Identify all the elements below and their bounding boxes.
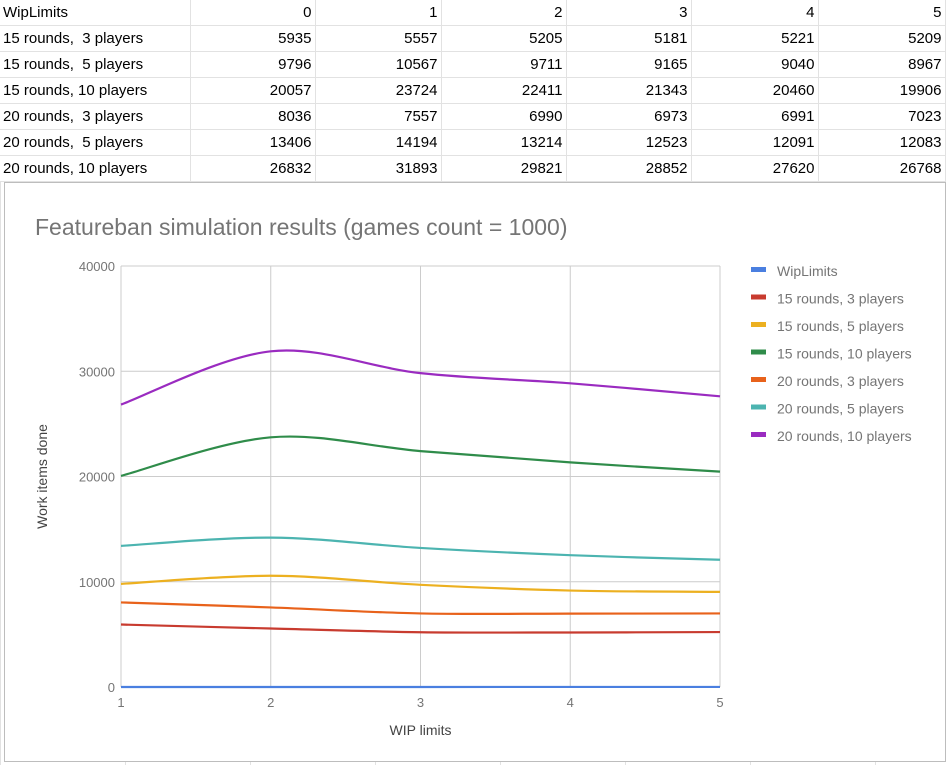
line-chart: Featureban simulation results (games cou…	[5, 183, 945, 761]
header-cell[interactable]: 3	[566, 0, 691, 26]
value-cell[interactable]: 6973	[566, 104, 691, 130]
value-cell[interactable]: 6991	[691, 104, 818, 130]
value-cell[interactable]: 20057	[190, 78, 315, 104]
value-cell[interactable]: 9040	[691, 52, 818, 78]
value-cell[interactable]: 12523	[566, 130, 691, 156]
header-cell[interactable]: 1	[315, 0, 441, 26]
value-cell[interactable]: 10567	[315, 52, 441, 78]
header-cell[interactable]: WipLimits	[0, 0, 190, 26]
header-cell[interactable]: 2	[441, 0, 566, 26]
legend-label: 20 rounds, 5 players	[777, 401, 904, 417]
y-tick-label: 20000	[79, 470, 115, 485]
value-cell[interactable]: 29821	[441, 156, 566, 182]
y-axis-label: Work items done	[34, 424, 50, 529]
value-cell[interactable]: 5221	[691, 26, 818, 52]
value-cell[interactable]: 13406	[190, 130, 315, 156]
legend-swatch	[751, 295, 766, 300]
x-tick-label: 2	[267, 695, 274, 710]
value-cell[interactable]: 13214	[441, 130, 566, 156]
x-axis-label: WIP limits	[390, 722, 452, 738]
value-cell[interactable]: 9796	[190, 52, 315, 78]
x-tick-label: 1	[117, 695, 124, 710]
y-tick-label: 30000	[79, 364, 115, 379]
chart-container[interactable]: Featureban simulation results (games cou…	[4, 182, 946, 762]
x-tick-label: 4	[567, 695, 574, 710]
value-cell[interactable]: 19906	[818, 78, 945, 104]
value-cell[interactable]: 7557	[315, 104, 441, 130]
row-label-cell[interactable]: 20 rounds, 3 players	[0, 104, 190, 130]
value-cell[interactable]: 5181	[566, 26, 691, 52]
value-cell[interactable]: 7023	[818, 104, 945, 130]
header-cell[interactable]: 4	[691, 0, 818, 26]
row-label-cell[interactable]: 15 rounds, 10 players	[0, 78, 190, 104]
chart-title: Featureban simulation results (games cou…	[35, 214, 567, 240]
value-cell[interactable]: 26832	[190, 156, 315, 182]
legend-swatch	[751, 267, 766, 272]
legend-swatch	[751, 405, 766, 410]
legend-swatch	[751, 377, 766, 382]
header-cell[interactable]: 0	[190, 0, 315, 26]
row-label-cell[interactable]: 20 rounds, 5 players	[0, 130, 190, 156]
value-cell[interactable]: 28852	[566, 156, 691, 182]
row-label-cell[interactable]: 15 rounds, 3 players	[0, 26, 190, 52]
value-cell[interactable]: 14194	[315, 130, 441, 156]
value-cell[interactable]: 6990	[441, 104, 566, 130]
value-cell[interactable]: 26768	[818, 156, 945, 182]
value-cell[interactable]: 22411	[441, 78, 566, 104]
legend-swatch	[751, 432, 766, 437]
value-cell[interactable]: 8036	[190, 104, 315, 130]
value-cell[interactable]: 31893	[315, 156, 441, 182]
header-cell[interactable]: 5	[818, 0, 945, 26]
legend-swatch	[751, 350, 766, 355]
y-tick-label: 10000	[79, 575, 115, 590]
value-cell[interactable]: 20460	[691, 78, 818, 104]
value-cell[interactable]: 9165	[566, 52, 691, 78]
value-cell[interactable]: 23724	[315, 78, 441, 104]
legend-swatch	[751, 322, 766, 327]
value-cell[interactable]: 5557	[315, 26, 441, 52]
legend-label: 15 rounds, 10 players	[777, 346, 912, 362]
legend-label: WipLimits	[777, 263, 838, 279]
y-tick-label: 40000	[79, 259, 115, 274]
value-cell[interactable]: 9711	[441, 52, 566, 78]
legend-label: 15 rounds, 5 players	[777, 318, 904, 334]
x-tick-label: 3	[417, 695, 424, 710]
value-cell[interactable]: 5935	[190, 26, 315, 52]
x-tick-label: 5	[716, 695, 723, 710]
legend-label: 15 rounds, 3 players	[777, 291, 904, 307]
value-cell[interactable]: 5205	[441, 26, 566, 52]
legend-label: 20 rounds, 10 players	[777, 428, 912, 444]
legend-label: 20 rounds, 3 players	[777, 373, 904, 389]
value-cell[interactable]: 5209	[818, 26, 945, 52]
value-cell[interactable]: 21343	[566, 78, 691, 104]
value-cell[interactable]: 12091	[691, 130, 818, 156]
value-cell[interactable]: 27620	[691, 156, 818, 182]
y-tick-label: 0	[108, 680, 115, 695]
row-label-cell[interactable]: 15 rounds, 5 players	[0, 52, 190, 78]
value-cell[interactable]: 8967	[818, 52, 945, 78]
row-label-cell[interactable]: 20 rounds, 10 players	[0, 156, 190, 182]
value-cell[interactable]: 12083	[818, 130, 945, 156]
